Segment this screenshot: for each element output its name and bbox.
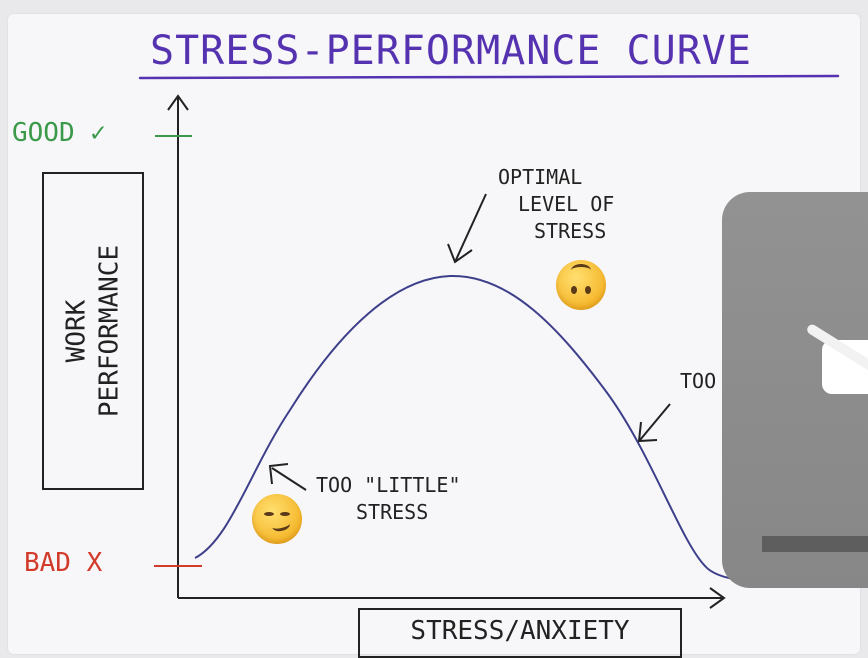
too-little-annotation: TOO "LITTLE" STRESS xyxy=(316,472,506,526)
page-title: STRESS-PERFORMANCE CURVE xyxy=(150,28,752,74)
x-axis-title: STRESS/ANXIETY xyxy=(358,608,682,658)
good-label: GOOD ✓ xyxy=(12,118,106,148)
optimal-line2: LEVEL OF xyxy=(518,192,615,216)
optimal-annotation: OPTIMAL LEVEL OF STRESS xyxy=(498,164,668,245)
too-much-annotation: TOO xyxy=(680,369,717,393)
bad-label: BAD X xyxy=(24,548,103,578)
too-little-arrow-head xyxy=(268,463,289,485)
optimal-line3: STRESS xyxy=(534,219,607,243)
too-little-line1: TOO "LITTLE" xyxy=(316,473,461,497)
optimal-arrow-head xyxy=(447,243,473,264)
optimal-line1: OPTIMAL xyxy=(498,165,583,189)
y-axis-title-line2: PERFORMANCE xyxy=(94,244,124,418)
too-little-arrow xyxy=(271,467,307,491)
smirking-face-icon xyxy=(252,494,302,544)
y-axis-title-line1: WORK xyxy=(61,299,92,363)
optimal-arrow xyxy=(454,193,487,263)
x-axis-arrow xyxy=(709,587,726,609)
y-axis-arrow xyxy=(167,94,189,111)
video-progress-bar[interactable] xyxy=(762,536,868,552)
title-underline xyxy=(138,74,840,80)
diagram-drawing xyxy=(138,74,840,609)
too-much-arrow-head xyxy=(637,421,658,443)
canvas xyxy=(8,14,860,654)
video-overlay-panel[interactable] xyxy=(722,192,868,588)
too-little-line2: STRESS xyxy=(356,500,429,524)
stress-performance-curve xyxy=(194,274,741,581)
upside-down-face-icon xyxy=(556,260,606,310)
too-much-arrow xyxy=(639,403,671,441)
y-axis-title: WORK PERFORMANCE xyxy=(61,245,126,417)
y-axis-title-box xyxy=(42,172,144,490)
